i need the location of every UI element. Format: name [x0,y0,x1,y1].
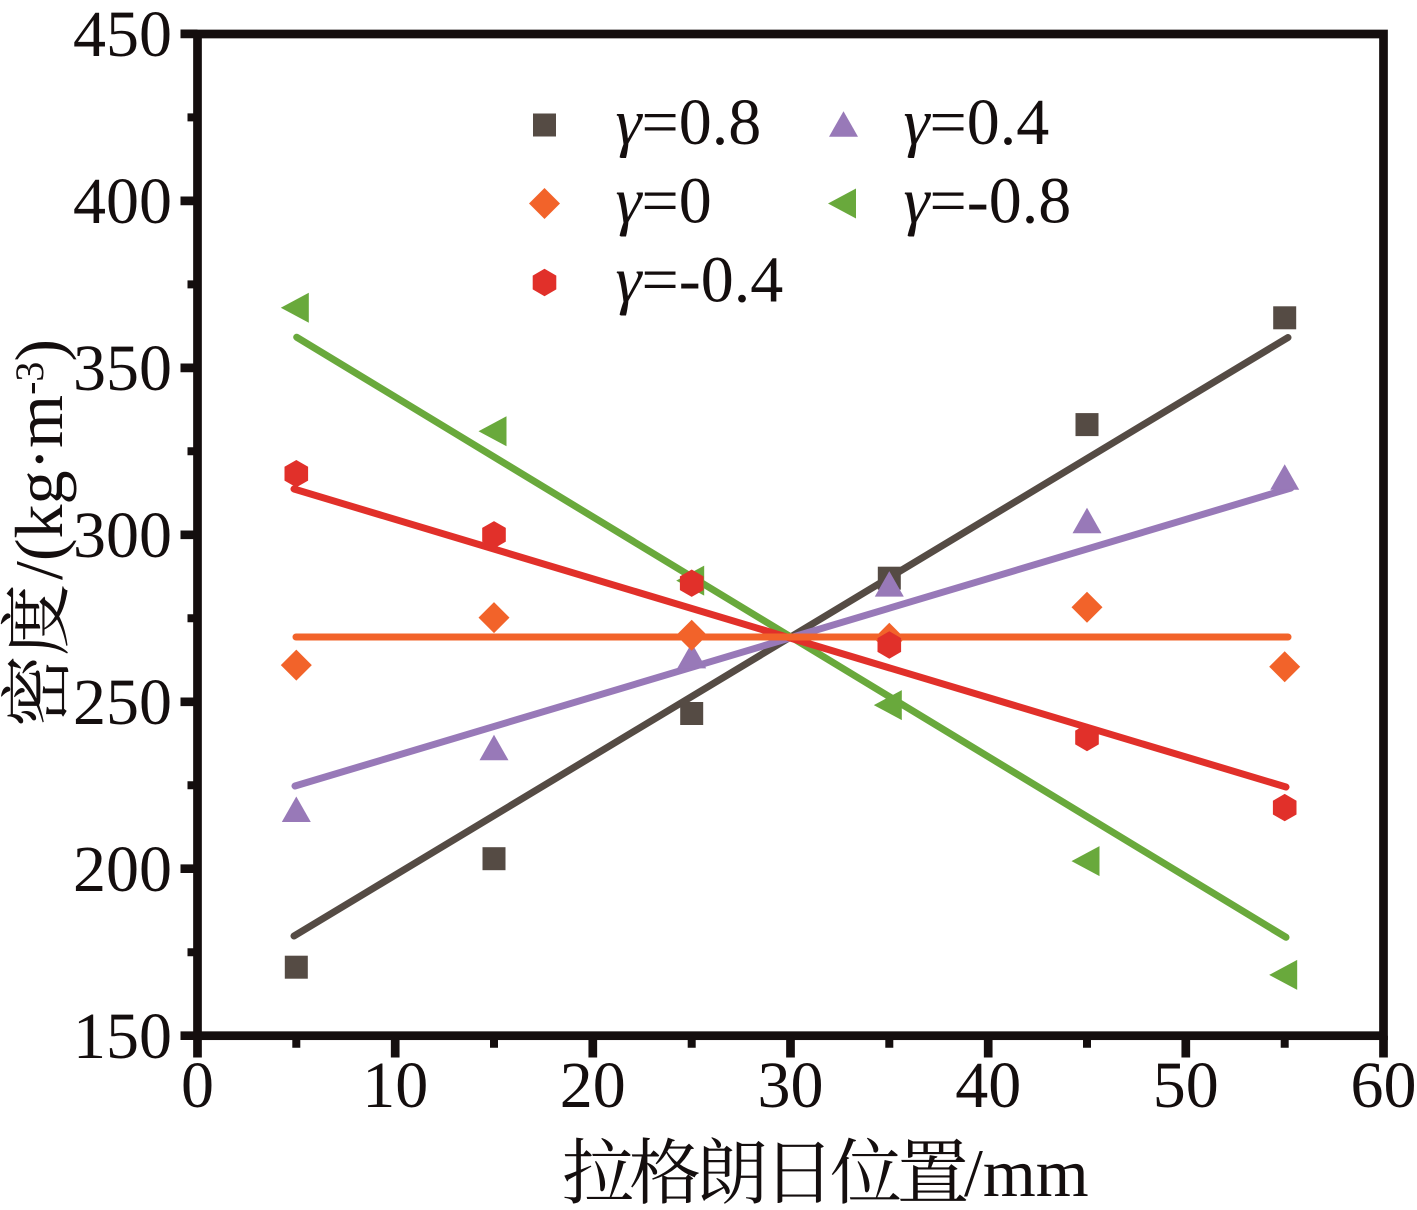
svg-text:γ=0.4: γ=0.4 [904,86,1050,159]
svg-text:10: 10 [362,1049,428,1122]
svg-text:γ=0.8: γ=0.8 [616,86,762,159]
svg-text:γ=-0.8: γ=-0.8 [904,165,1072,238]
svg-text:350: 350 [73,332,172,405]
svg-text:50: 50 [1153,1049,1219,1122]
svg-text:/(kg·m-3): /(kg·m-3) [1,339,77,580]
svg-text:40: 40 [955,1049,1021,1122]
svg-text:300: 300 [73,499,172,572]
svg-text:250: 250 [73,666,172,739]
svg-text:/mm: /mm [964,1135,1089,1210]
svg-text:γ=0: γ=0 [616,165,712,238]
svg-text:20: 20 [560,1049,626,1122]
svg-text:200: 200 [73,833,172,906]
svg-text:0: 0 [181,1049,214,1122]
svg-text:450: 450 [73,0,172,71]
svg-text:30: 30 [758,1049,824,1122]
svg-text:γ=-0.4: γ=-0.4 [616,244,784,317]
svg-text:60: 60 [1351,1049,1417,1122]
svg-text:150: 150 [73,1000,172,1073]
svg-text:400: 400 [73,165,172,238]
